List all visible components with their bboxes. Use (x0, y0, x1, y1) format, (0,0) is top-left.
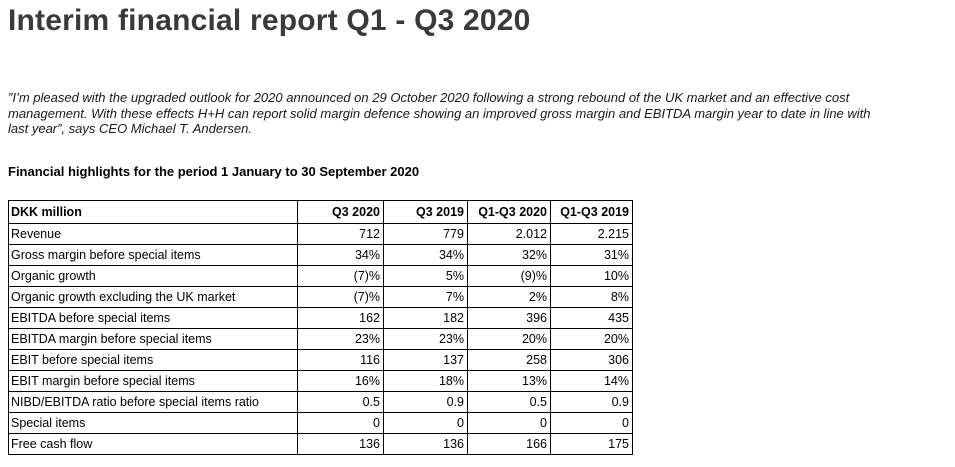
cell-value: 2.012 (467, 223, 551, 245)
cell-value: 306 (550, 349, 633, 371)
cell-value: 31% (550, 244, 633, 266)
cell-value: 23% (297, 328, 384, 350)
cell-value: (7)% (297, 286, 384, 308)
cell-value: 10% (550, 265, 633, 287)
table-row: Free cash flow 136 136 166 175 (8, 433, 633, 455)
cell-value: 0.9 (383, 391, 468, 413)
row-label: EBITDA before special items (8, 307, 298, 329)
table-row: EBIT before special items 116 137 258 30… (8, 349, 633, 371)
cell-value: 7% (383, 286, 468, 308)
cell-value: 162 (297, 307, 384, 329)
quote-line: last year”, says CEO Michael T. Andersen… (8, 121, 252, 137)
cell-value: 13% (467, 370, 551, 392)
table-header-row: DKK million Q3 2020 Q3 2019 Q1-Q3 2020 Q… (8, 200, 633, 224)
page-title: Interim financial report Q1 - Q3 2020 (8, 4, 531, 37)
cell-value: 137 (383, 349, 468, 371)
cell-value: 712 (297, 223, 384, 245)
cell-value: 34% (383, 244, 468, 266)
row-label: Gross margin before special items (8, 244, 298, 266)
cell-value: 136 (297, 433, 384, 455)
cell-value: 0 (550, 412, 633, 434)
cell-value: 0.5 (297, 391, 384, 413)
cell-value: 23% (383, 328, 468, 350)
cell-value: 5% (383, 265, 468, 287)
cell-value: 435 (550, 307, 633, 329)
table-row: EBITDA before special items 162 182 396 … (8, 307, 633, 329)
cell-value: 396 (467, 307, 551, 329)
cell-value: 16% (297, 370, 384, 392)
row-label: Organic growth excluding the UK market (8, 286, 298, 308)
ceo-quote: ”I’m pleased with the upgraded outlook f… (8, 90, 871, 137)
col-header-q1-q3-2020: Q1-Q3 2020 (467, 200, 551, 224)
cell-value: (7)% (297, 265, 384, 287)
cell-value: 166 (467, 433, 551, 455)
col-header-q3-2020: Q3 2020 (297, 200, 384, 224)
cell-value: 258 (467, 349, 551, 371)
cell-value: 0 (297, 412, 384, 434)
cell-value: 2.215 (550, 223, 633, 245)
table-row: Organic growth excluding the UK market (… (8, 286, 633, 308)
cell-value: 182 (383, 307, 468, 329)
cell-value: 20% (550, 328, 633, 350)
row-label: Special items (8, 412, 298, 434)
cell-value: 14% (550, 370, 633, 392)
table-row: Revenue 712 779 2.012 2.215 (8, 223, 633, 245)
table-row: NIBD/EBITDA ratio before special items r… (8, 391, 633, 413)
cell-value: 0.5 (467, 391, 551, 413)
table-row: Gross margin before special items 34% 34… (8, 244, 633, 266)
col-header-q1-q3-2019: Q1-Q3 2019 (550, 200, 633, 224)
cell-value: (9)% (467, 265, 551, 287)
table-row: EBIT margin before special items 16% 18%… (8, 370, 633, 392)
highlights-heading: Financial highlights for the period 1 Ja… (8, 164, 420, 179)
cell-value: 18% (383, 370, 468, 392)
cell-value: 2% (467, 286, 551, 308)
col-header-q3-2019: Q3 2019 (383, 200, 468, 224)
cell-value: 20% (467, 328, 551, 350)
cell-value: 34% (297, 244, 384, 266)
cell-value: 0.9 (550, 391, 633, 413)
cell-value: 0 (467, 412, 551, 434)
cell-value: 0 (383, 412, 468, 434)
cell-value: 32% (467, 244, 551, 266)
cell-value: 116 (297, 349, 384, 371)
row-label: Free cash flow (8, 433, 298, 455)
cell-value: 779 (383, 223, 468, 245)
quote-line: ”I’m pleased with the upgraded outlook f… (8, 90, 850, 105)
table-row: Special items 0 0 0 0 (8, 412, 633, 434)
col-header-dkk-million: DKK million (8, 200, 298, 224)
quote-line: management. With these effects H+H can r… (8, 105, 871, 121)
row-label: Organic growth (8, 265, 298, 287)
cell-value: 136 (383, 433, 468, 455)
row-label: Revenue (8, 223, 298, 245)
row-label: EBIT margin before special items (8, 370, 298, 392)
financial-highlights-table: DKK million Q3 2020 Q3 2019 Q1-Q3 2020 Q… (8, 200, 633, 455)
row-label: NIBD/EBITDA ratio before special items r… (8, 391, 298, 413)
table-row: EBITDA margin before special items 23% 2… (8, 328, 633, 350)
cell-value: 8% (550, 286, 633, 308)
table-row: Organic growth (7)% 5% (9)% 10% (8, 265, 633, 287)
row-label: EBITDA margin before special items (8, 328, 298, 350)
row-label: EBIT before special items (8, 349, 298, 371)
cell-value: 175 (550, 433, 633, 455)
